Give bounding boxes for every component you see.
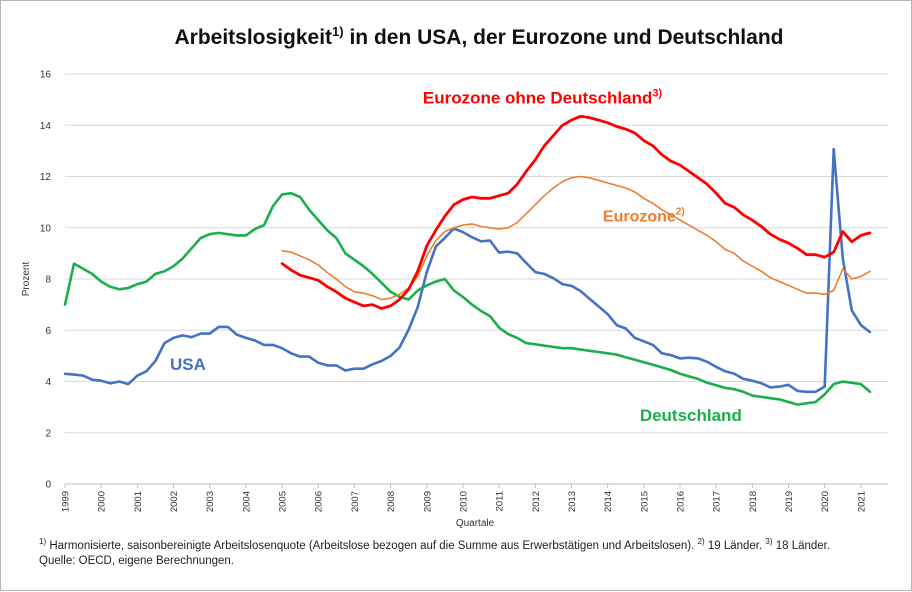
x-tick-label: 2008 bbox=[386, 491, 397, 512]
x-tick-label: 2010 bbox=[458, 491, 469, 512]
footnote-definition: 1) Harmonisierte, saisonbereinigte Arbei… bbox=[39, 537, 830, 552]
title-sup: 1) bbox=[332, 24, 344, 39]
footnote-marker-3: 3) bbox=[765, 537, 773, 546]
x-tick-label: 2012 bbox=[531, 491, 542, 512]
y-tick-label: 2 bbox=[45, 428, 51, 439]
series-label-eurozone: Eurozone2) bbox=[603, 206, 685, 225]
x-axis-label: Quartale bbox=[456, 518, 495, 529]
y-tick-label: 4 bbox=[45, 377, 51, 388]
x-tick-label: 2003 bbox=[205, 491, 216, 512]
series-line-eurozone-ohne-deutschland bbox=[280, 114, 872, 310]
x-tick-label: 2019 bbox=[784, 491, 795, 512]
x-tick-label: 2000 bbox=[97, 491, 108, 512]
series-line-usa bbox=[63, 147, 872, 394]
x-tick-label: 2015 bbox=[639, 491, 650, 512]
y-tick-label: 6 bbox=[45, 326, 51, 337]
x-tick-label: 2011 bbox=[495, 491, 506, 511]
series-line-eurozone bbox=[281, 175, 871, 301]
x-tick-label: 2002 bbox=[169, 491, 180, 512]
x-tick-label: 2021 bbox=[856, 491, 867, 512]
axes: 0 2 4 6 8 10 12 14 16 1999 2000 2001 2002 2003 2004 200… bbox=[40, 70, 867, 513]
footnote-source: Quelle: OECD, eigene Berechnungen. bbox=[39, 555, 234, 567]
title-main: Arbeitslosigkeit bbox=[175, 26, 333, 49]
x-tick-label: 2006 bbox=[314, 491, 325, 512]
series-line-deutschland bbox=[63, 191, 872, 406]
x-tick-label: 2016 bbox=[675, 491, 686, 512]
gridlines bbox=[65, 73, 888, 485]
title-rest: in den USA, der Eurozone und Deutschland bbox=[344, 26, 784, 49]
x-tick-label: 2007 bbox=[350, 491, 361, 512]
series-label-deutschland: Deutschland bbox=[640, 406, 742, 425]
series-labels: USA Deutschland Eurozone2) Eurozone ohne De… bbox=[170, 87, 742, 425]
y-tick-label: 16 bbox=[40, 70, 52, 81]
y-tick-label: 14 bbox=[40, 121, 52, 132]
y-tick-label: 0 bbox=[45, 480, 51, 491]
footnote-marker-2: 2) bbox=[697, 537, 705, 546]
footnote-marker-1: 1) bbox=[39, 537, 47, 546]
x-tick-label: 2018 bbox=[748, 491, 759, 512]
x-tick-label: 2005 bbox=[278, 491, 289, 512]
x-tick-label: 1999 bbox=[61, 491, 72, 512]
x-tick-label: 2009 bbox=[422, 491, 433, 512]
x-tick-label: 2020 bbox=[820, 491, 831, 512]
y-axis-label: Prozent bbox=[21, 262, 32, 297]
x-tick-label: 2014 bbox=[603, 491, 614, 512]
footnote-text-2: 19 Länder. bbox=[704, 539, 766, 552]
series-label-eurozone-ohne-deutschland: Eurozone ohne Deutschland3) bbox=[423, 87, 663, 107]
y-tick-label: 10 bbox=[40, 223, 52, 234]
y-tick-label: 12 bbox=[40, 172, 52, 183]
footnote-text-1: Harmonisierte, saisonbereinigte Arbeitsl… bbox=[46, 539, 698, 552]
series-lines bbox=[63, 114, 872, 406]
chart-title: Arbeitslosigkeit1) in den USA, der Euroz… bbox=[175, 24, 784, 49]
x-tick-label: 2001 bbox=[133, 491, 144, 512]
series-label-usa: USA bbox=[170, 355, 206, 374]
footnote-text-3: 18 Länder. bbox=[772, 539, 831, 552]
x-tick-label: 2004 bbox=[241, 491, 252, 512]
y-tick-label: 8 bbox=[45, 275, 51, 286]
x-tick-label: 2017 bbox=[712, 491, 723, 512]
x-tick-label: 2013 bbox=[567, 491, 578, 512]
